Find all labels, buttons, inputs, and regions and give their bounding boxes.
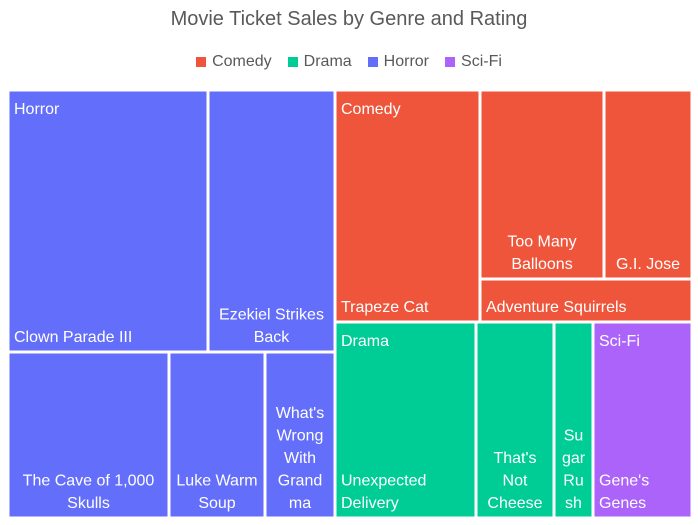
tile-g-i-jose[interactable] — [604, 90, 692, 279]
tile-luke-warm-soup[interactable] — [169, 352, 265, 518]
legend-swatch-sci-fi — [445, 57, 456, 67]
tile-label-sugar-rush: gar — [562, 450, 586, 467]
tile-clown-parade-iii[interactable] — [8, 90, 208, 352]
group-label-sci-fi: Sci-Fi — [599, 333, 640, 350]
tile-label-the-cave-of-1-000-skulls: Skulls — [67, 495, 110, 512]
tile-label-luke-warm-soup: Luke Warm — [176, 473, 257, 490]
legend-label-drama: Drama — [303, 53, 352, 70]
tile-label-that-s-not-cheese: That's — [493, 450, 536, 467]
tile-label-what-s-wrong-with-grand-ma: What's — [276, 405, 324, 422]
tile-label-trapeze-cat: Trapeze Cat — [341, 299, 429, 316]
tile-label-too-many-balloons: Balloons — [511, 256, 572, 273]
tile-adventure-squirrels[interactable] — [480, 279, 692, 322]
tile-too-many-balloons[interactable] — [480, 90, 604, 279]
group-label-drama: Drama — [341, 333, 389, 350]
legend: Comedy Drama Horror Sci-Fi — [0, 53, 698, 71]
tile-label-sugar-rush: Su — [564, 428, 584, 445]
tile-what-s-wrong-with-grand-ma[interactable] — [265, 352, 335, 518]
legend-item-comedy[interactable]: Comedy — [196, 53, 272, 71]
group-drama: Unexpected Delivery That's Not Cheese Su gar Ru… — [335, 322, 593, 518]
legend-swatch-horror — [367, 57, 378, 67]
tile-label-that-s-not-cheese: Cheese — [487, 495, 542, 512]
tile-that-s-not-cheese[interactable] — [476, 322, 554, 518]
tile-ezekiel-strikes-back[interactable] — [208, 90, 335, 352]
legend-label-horror: Horror — [383, 53, 430, 70]
legend-swatch-comedy — [196, 57, 207, 67]
legend-item-horror[interactable]: Horror — [367, 53, 430, 71]
group-label-comedy: Comedy — [341, 101, 401, 118]
group-sci-fi: Gene's Genes Sci-Fi — [593, 322, 692, 518]
tile-label-sugar-rush: sh — [565, 495, 582, 512]
tile-label-gene-s-genes: Gene's — [599, 473, 649, 490]
tile-label-the-cave-of-1-000-skulls: The Cave of 1,000 — [23, 473, 155, 490]
tile-label-that-s-not-cheese: Not — [503, 473, 528, 490]
tile-label-what-s-wrong-with-grand-ma: Wrong — [277, 428, 324, 445]
legend-swatch-drama — [287, 57, 298, 67]
tile-label-adventure-squirrels: Adventure Squirrels — [486, 299, 627, 316]
tile-label-sugar-rush: Ru — [563, 473, 583, 490]
legend-label-sci-fi: Sci-Fi — [461, 53, 502, 70]
tile-label-ezekiel-strikes-back: Back — [254, 329, 291, 346]
tile-label-what-s-wrong-with-grand-ma: Grand — [278, 473, 322, 490]
tile-label-what-s-wrong-with-grand-ma: With — [284, 450, 316, 467]
tile-label-clown-parade-iii: Clown Parade III — [14, 329, 132, 346]
group-horror: Clown Parade III Ezekiel Strikes Back The C… — [8, 90, 335, 518]
tile-label-unexpected-delivery: Unexpected — [341, 473, 426, 490]
tile-the-cave-of-1-000-skulls[interactable] — [8, 352, 169, 518]
tile-label-ezekiel-strikes-back: Ezekiel Strikes — [219, 307, 324, 324]
tile-label-unexpected-delivery: Delivery — [341, 495, 399, 512]
tile-sugar-rush[interactable] — [554, 322, 593, 518]
tile-unexpected-delivery[interactable] — [335, 322, 476, 518]
legend-item-drama[interactable]: Drama — [287, 53, 352, 71]
tile-label-luke-warm-soup: Soup — [198, 495, 235, 512]
group-label-horror: Horror — [14, 101, 60, 118]
tile-label-too-many-balloons: Too Many — [507, 234, 576, 251]
tile-trapeze-cat[interactable] — [335, 90, 480, 322]
legend-label-comedy: Comedy — [212, 53, 272, 70]
tile-label-gene-s-genes: Genes — [599, 495, 646, 512]
chart-title: Movie Ticket Sales by Genre and Rating — [170, 8, 528, 30]
tile-label-what-s-wrong-with-grand-ma: ma — [289, 495, 311, 512]
tile-gene-s-genes[interactable] — [593, 322, 692, 518]
group-comedy: Trapeze Cat Too Many Balloons G.I. Jose Adve… — [335, 90, 692, 322]
tile-label-g-i-jose: G.I. Jose — [616, 256, 680, 273]
legend-item-sci-fi[interactable]: Sci-Fi — [445, 53, 502, 71]
